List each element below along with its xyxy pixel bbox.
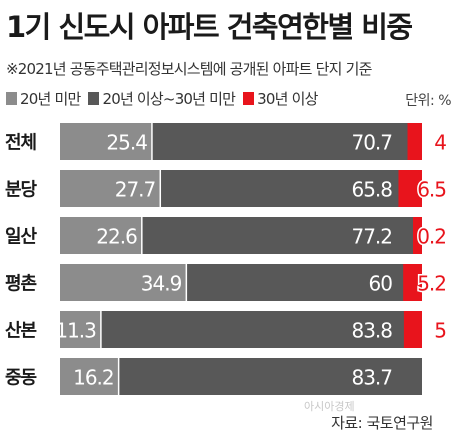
- value-label-20-to-30: 77.2: [351, 225, 392, 249]
- value-label-20-to-30: 60: [369, 272, 393, 296]
- category-label: 전체: [5, 133, 37, 154]
- legend-swatch-over-30: [243, 92, 255, 105]
- bar-segment-20-to-30: [118, 358, 422, 395]
- value-label-over-30: 0.2: [417, 225, 446, 249]
- bar-segment-20-to-30: [186, 264, 404, 301]
- bar-segment-under-20: [60, 217, 142, 254]
- bar-segment-under-20: [60, 170, 161, 207]
- category-label: 평촌: [5, 274, 37, 295]
- legend: 20년 미만 20년 이상~30년 미만 30년 이상: [6, 88, 326, 109]
- unit-label: 단위: %: [405, 93, 451, 109]
- value-label-20-to-30: 83.8: [351, 319, 392, 343]
- legend-swatch-under-20: [6, 92, 17, 105]
- category-label: 분당: [5, 180, 38, 201]
- bar-segment-under-20: [60, 123, 152, 160]
- bar-segment-20-to-30: [151, 123, 408, 160]
- bar-segment-over-30: [403, 311, 422, 348]
- watermark: 아시아경제: [304, 400, 355, 413]
- bar-segment-20-to-30: [160, 170, 399, 207]
- bar-segment-under-20: [60, 311, 101, 348]
- value-label-under-20: 34.9: [141, 272, 182, 296]
- bar-segment-over-30: [403, 264, 422, 301]
- value-label-over-30: 5: [434, 319, 446, 343]
- value-label-under-20: 22.6: [96, 225, 137, 249]
- bar-segment-over-30: [413, 217, 422, 254]
- value-label-20-to-30: 65.8: [351, 178, 392, 202]
- legend-label-20-to-30: 20년 이상~30년 미만: [102, 90, 236, 108]
- value-label-20-to-30: 70.7: [351, 131, 392, 155]
- chart-title: 1기 신도시 아파트 건축연한별 비중: [6, 10, 413, 44]
- bar-segment-20-to-30: [100, 311, 405, 348]
- legend-swatch-20-to-30: [88, 92, 100, 105]
- bar-segment-over-30: [398, 170, 422, 207]
- value-label-over-30: 4: [434, 131, 446, 155]
- legend-label-under-20: 20년 미만: [20, 90, 81, 108]
- bar-segment-under-20: [60, 358, 119, 395]
- category-label: 일산: [5, 227, 38, 248]
- chart-note: ※2021년 공동주택관리정보시스템에 공개된 아파트 단지 기준: [6, 60, 372, 78]
- legend-label-over-30: 30년 이상: [257, 90, 318, 108]
- legend-item-20-to-30: 20년 이상~30년 미만: [88, 88, 236, 109]
- bar-segment-20-to-30: [141, 217, 422, 254]
- value-label-under-20: 11.3: [55, 319, 96, 343]
- value-label-under-20: 25.4: [106, 131, 147, 155]
- category-label: 중동: [5, 368, 37, 389]
- value-label-under-20: 16.2: [73, 366, 114, 390]
- legend-item-over-30: 30년 이상: [243, 88, 318, 109]
- legend-item-under-20: 20년 미만: [6, 88, 81, 109]
- value-label-over-30: 5.2: [417, 272, 446, 296]
- value-label-20-to-30: 83.7: [351, 366, 392, 390]
- category-label: 산본: [5, 321, 37, 342]
- value-label-under-20: 27.7: [115, 178, 156, 202]
- value-label-over-30: 6.5: [417, 178, 446, 202]
- source-label: 자료: 국토연구원: [331, 414, 433, 432]
- bar-segment-under-20: [60, 264, 187, 301]
- bar-segment-over-30: [407, 123, 422, 160]
